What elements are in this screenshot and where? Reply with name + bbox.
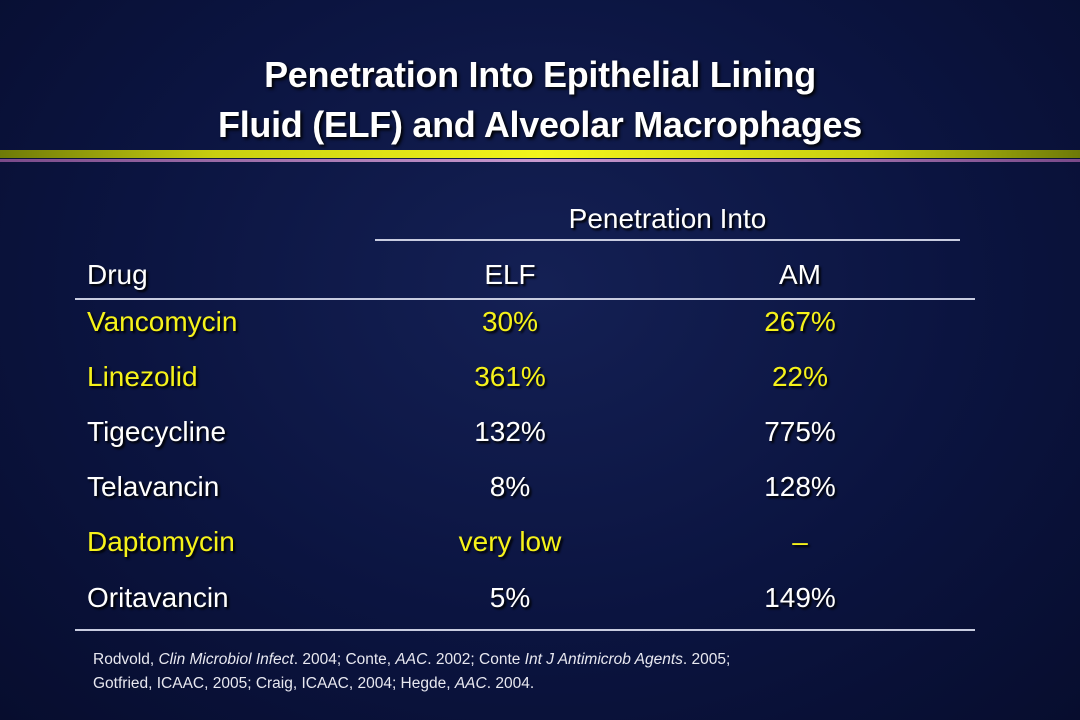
title-line-1: Penetration Into Epithelial Lining: [264, 54, 816, 95]
footnote-line-2: Gotfried, ICAAC, 2005; Craig, ICAAC, 200…: [93, 672, 993, 696]
elf-value: 361%: [474, 361, 546, 392]
footnote-line-1: Rodvold, Clin Microbiol Infect. 2004; Co…: [93, 648, 993, 672]
am-value: 22%: [771, 361, 829, 392]
footnote-citation-text: Gotfried, ICAAC, 2005; Craig, ICAAC, 200…: [93, 675, 455, 692]
table-row: Telavancin 8% 128%: [0, 467, 1080, 507]
drug-name: Tigecycline: [87, 416, 227, 447]
table-row: Daptomycin very low –: [0, 522, 1080, 562]
footnote-citation-italic: AAC: [395, 651, 428, 668]
elf-value: very low: [458, 526, 562, 557]
elf-value: 8%: [489, 471, 531, 502]
elf-value: 132%: [474, 416, 546, 447]
table-row: Vancomycin 30% 267%: [0, 302, 1080, 342]
table-row: Linezolid 361% 22%: [0, 357, 1080, 397]
am-value: 267%: [764, 306, 836, 337]
divider-gold-stripe: [0, 150, 1080, 158]
am-value: 775%: [764, 416, 836, 447]
footnote-citation-text: Rodvold,: [93, 651, 159, 668]
drug-name: Vancomycin: [87, 306, 238, 337]
footnote-citation-text: . 2004.: [486, 675, 535, 692]
slide-title: Penetration Into Epithelial Lining Fluid…: [0, 50, 1080, 150]
footnote-citation-italic: AAC: [454, 675, 487, 692]
footnote-citation-text: . 2005;: [682, 651, 731, 668]
column-header-drug: Drug: [87, 259, 148, 290]
am-value: 128%: [764, 471, 836, 502]
elf-value: 5%: [489, 582, 531, 613]
footnote-citation-text: . 2004; Conte,: [293, 651, 396, 668]
am-value: –: [792, 526, 808, 557]
column-header-elf: ELF: [484, 259, 536, 290]
header-rule: [75, 298, 975, 300]
drug-name: Linezolid: [87, 361, 198, 392]
table-row: Oritavancin 5% 149%: [0, 578, 1080, 618]
drug-name: Oritavancin: [87, 582, 229, 613]
drug-name: Daptomycin: [87, 526, 235, 557]
penetration-group-header: Penetration Into: [568, 203, 767, 234]
footnote-citation-text: . 2002; Conte: [427, 651, 525, 668]
column-header-am: AM: [779, 259, 821, 290]
footnote-citation-italic: Int J Antimicrob Agents: [524, 651, 683, 668]
elf-value: 30%: [481, 306, 539, 337]
group-header-underline: [375, 239, 960, 241]
divider-pink-stripe: [0, 159, 1080, 162]
title-line-2: Fluid (ELF) and Alveolar Macrophages: [218, 104, 862, 145]
table-row: Tigecycline 132% 775%: [0, 412, 1080, 452]
table-bottom-rule: [75, 629, 975, 631]
am-value: 149%: [764, 582, 836, 613]
references-footnote: Rodvold, Clin Microbiol Infect. 2004; Co…: [93, 648, 993, 696]
footnote-citation-italic: Clin Microbiol Infect: [158, 651, 294, 668]
title-divider: [0, 150, 1080, 164]
drug-name: Telavancin: [87, 471, 220, 502]
